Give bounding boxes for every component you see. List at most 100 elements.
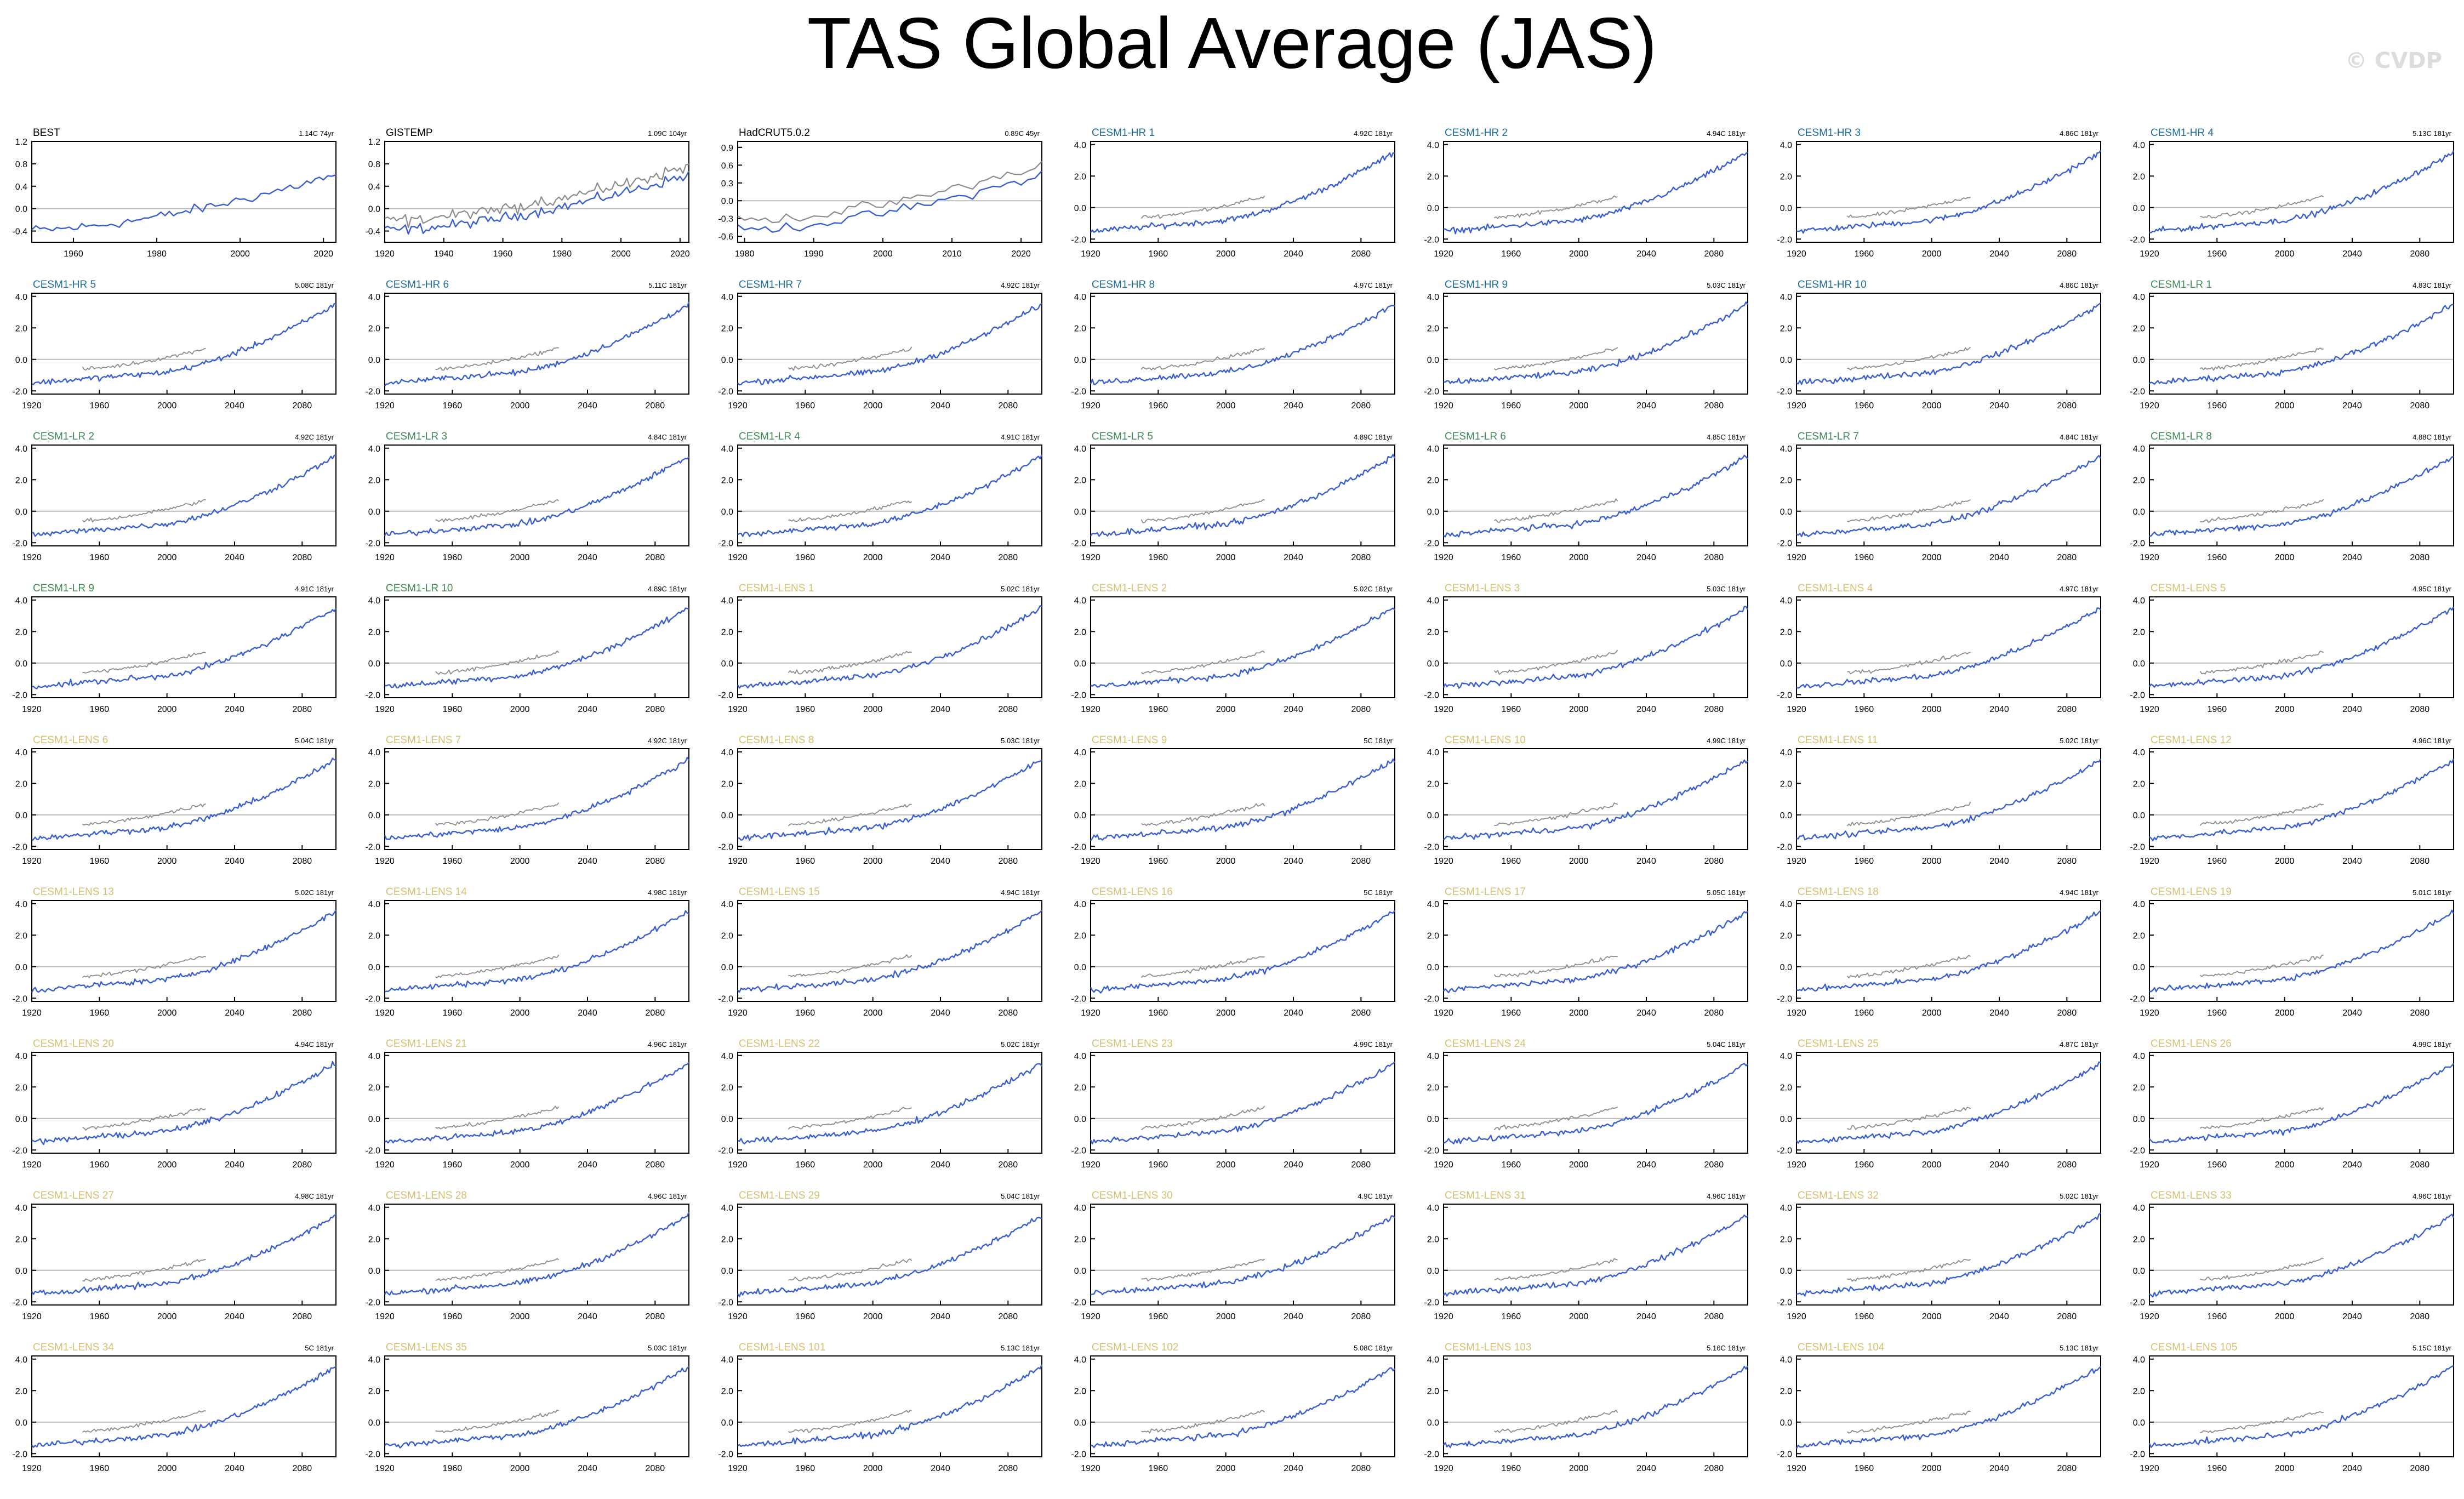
x-tick-label: 2080 [2410, 705, 2430, 714]
panel-model-28: 4.0 2.0 0.0 -2.0 1920 1960 2000 2040 2080 CESM1-L… [1071, 734, 1396, 866]
x-tick-label: 1920 [1787, 857, 1806, 866]
x-tick-label: 1920 [1434, 705, 1453, 714]
panel-trend: 4.99C 181yr [1707, 737, 1746, 745]
x-tick-label: 1960 [1855, 1312, 1874, 1321]
y-tick-label: 0.0 [2133, 508, 2145, 517]
x-tick-label: 2000 [863, 705, 883, 714]
x-tick-label: 2080 [293, 1008, 312, 1018]
obs-overlay-line [435, 1409, 559, 1433]
obs-overlay-line [2200, 1411, 2324, 1434]
panel-trend: 4.89C 181yr [648, 585, 687, 593]
y-tick-label: 0.0 [721, 1267, 733, 1276]
x-tick-label: 1980 [552, 249, 572, 259]
model-series-line [1090, 910, 1396, 994]
panel-title: CESM1-LENS 12 [2151, 734, 2232, 746]
x-tick-label: 1960 [90, 553, 110, 562]
panel-trend: 1.09C 104yr [648, 129, 687, 138]
x-tick-label: 1920 [728, 857, 748, 866]
y-tick-label: 4.0 [15, 1204, 27, 1213]
panel-frame [2149, 1355, 2454, 1457]
x-tick-label: 1960 [1855, 1008, 1874, 1018]
panel-title: CESM1-HR 5 [33, 279, 96, 290]
y-tick-label: 4.0 [368, 444, 380, 454]
y-tick-label: 4.0 [721, 444, 733, 454]
panel-title: CESM1-LENS 19 [2151, 886, 2232, 898]
model-series-line [1795, 1366, 2101, 1449]
x-tick-label: 1920 [728, 401, 748, 411]
y-tick-label: 2.0 [1074, 172, 1086, 181]
model-series-line [384, 910, 689, 993]
panel-model-24: 4.0 2.0 0.0 -2.0 1920 1960 2000 2040 2080 CESM1-L… [2130, 583, 2455, 714]
x-tick-label: 1960 [1855, 1160, 1874, 1170]
x-tick-label: 2000 [1216, 705, 1236, 714]
x-tick-label: 1960 [1502, 249, 1521, 259]
x-tick-label: 1960 [90, 1008, 110, 1018]
x-tick-label: 1920 [22, 1464, 42, 1473]
panel-frame [2149, 141, 2454, 243]
x-tick-label: 1920 [1081, 857, 1100, 866]
panel-model-26: 4.0 2.0 0.0 -2.0 1920 1960 2000 2040 2080 CESM1-L… [365, 734, 690, 866]
panel-frame [1443, 444, 1748, 546]
model-series-line [1443, 1063, 1748, 1145]
panel-frame [737, 748, 1042, 850]
x-tick-label: 2000 [1922, 1312, 1942, 1321]
y-tick-label: 2.0 [1074, 476, 1086, 485]
x-tick-label: 2080 [293, 401, 312, 411]
y-tick-label: 0.0 [2133, 1115, 2145, 1124]
obs-overlay-line [1493, 649, 1618, 675]
x-tick-label: 2000 [1922, 705, 1942, 714]
x-tick-label: 1920 [22, 553, 42, 562]
y-tick-label: -2.0 [1424, 1450, 1439, 1459]
y-tick-label: 0.0 [368, 659, 380, 669]
y-tick-label: 4.0 [1780, 1204, 1792, 1213]
y-tick-label: -2.0 [1071, 1298, 1086, 1307]
y-tick-label: 4.0 [1780, 1052, 1792, 1061]
panel-trend: 4.99C 181yr [2412, 1040, 2451, 1048]
y-tick-label: -2.0 [1424, 842, 1439, 852]
panel-title: CESM1-LENS 8 [739, 734, 814, 746]
panel-trend: 4.87C 181yr [2060, 1040, 2098, 1048]
panel-frame [2149, 748, 2454, 850]
y-tick-label: 4.0 [1074, 1355, 1086, 1365]
x-tick-label: 2080 [999, 401, 1018, 411]
x-tick-label: 2080 [646, 1160, 665, 1170]
x-tick-label: 2080 [2057, 705, 2077, 714]
y-tick-label: 4.0 [2133, 444, 2145, 454]
x-tick-label: 2040 [2342, 1160, 2362, 1170]
model-series-line [737, 909, 1042, 993]
y-tick-label: 2.0 [2133, 324, 2145, 333]
obs-overlay-line [1493, 1409, 1618, 1433]
y-tick-label: 2.0 [1427, 172, 1439, 181]
model-series-line [737, 454, 1043, 537]
x-tick-label: 2000 [2275, 1464, 2295, 1473]
x-tick-label: 1920 [728, 553, 748, 562]
x-tick-label: 1960 [1855, 553, 1874, 562]
panel-title: CESM1-LENS 22 [739, 1038, 820, 1050]
panel-trend: 5.03C 181yr [1707, 585, 1746, 593]
y-tick-label: 2.0 [368, 1235, 380, 1244]
x-tick-label: 2040 [1284, 1464, 1303, 1473]
obs-overlay-line [1141, 1258, 1265, 1282]
x-tick-label: 2080 [2057, 1464, 2077, 1473]
y-tick-label: -2.0 [12, 994, 27, 1004]
x-tick-label: 1960 [796, 401, 815, 411]
model-series-line [1796, 1061, 2101, 1144]
y-tick-label: 0.0 [15, 205, 27, 214]
y-tick-label: 0.0 [15, 1115, 27, 1124]
x-tick-label: 2040 [1636, 553, 1656, 562]
y-tick-label: 2.0 [2133, 931, 2145, 941]
panel-model-23: 4.0 2.0 0.0 -2.0 1920 1960 2000 2040 2080 CESM1-L… [1777, 583, 2101, 714]
y-tick-label: 0.0 [368, 811, 380, 820]
obs-series-line [384, 170, 690, 235]
panel-model-4: 4.0 2.0 0.0 -2.0 1920 1960 2000 2040 2080 CESM1-H… [12, 279, 336, 411]
x-tick-label: 1920 [2140, 705, 2159, 714]
x-tick-label: 1960 [796, 1008, 815, 1018]
x-tick-label: 2000 [157, 1312, 177, 1321]
panel-title: CESM1-LENS 30 [1092, 1190, 1173, 1201]
model-series-line [384, 1366, 689, 1449]
x-tick-label: 1920 [1787, 705, 1806, 714]
x-tick-label: 2040 [1284, 401, 1303, 411]
panel-frame [384, 1052, 689, 1154]
model-series-line [1796, 607, 2101, 689]
panel-trend: 4.89C 181yr [1354, 433, 1393, 441]
